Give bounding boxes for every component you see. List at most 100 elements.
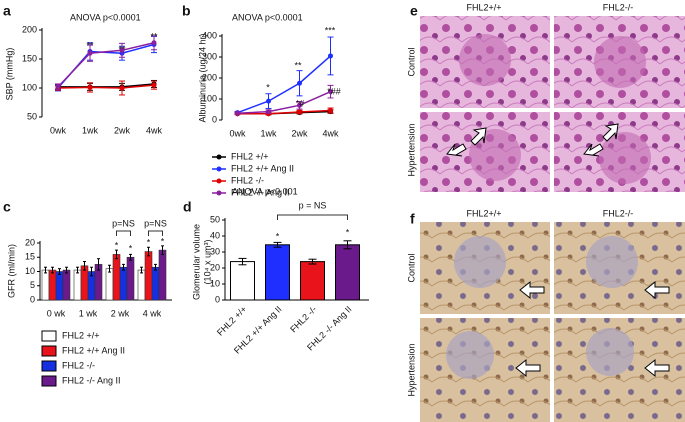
y-tick-label: 0 <box>215 294 220 304</box>
point <box>55 84 61 90</box>
point <box>87 50 93 56</box>
legend-label: FHL2 +/+ <box>62 330 100 340</box>
glomerulus <box>446 331 494 379</box>
legend-label: FHL2 +/+ Ang II <box>62 345 125 355</box>
y-tick-label: 0 <box>30 294 35 304</box>
x-tick-label: 0 wk <box>47 308 66 318</box>
point <box>328 89 333 95</box>
annotation: * <box>346 227 350 237</box>
chart-title: ANOVA p<0.0001 <box>70 12 141 22</box>
annotation: ** <box>118 44 126 54</box>
bar <box>105 268 114 301</box>
point <box>151 40 157 46</box>
panel-letter: c <box>3 199 11 215</box>
bar <box>55 271 64 301</box>
legend-swatch <box>41 375 57 387</box>
glomerulus <box>599 132 651 184</box>
bar <box>73 269 82 301</box>
point <box>235 110 240 116</box>
arrow <box>446 143 467 157</box>
x-tick-label: 1wk <box>260 128 277 138</box>
panel-f: f FHL2+/+ FHL2-/- Control Hypertension <box>406 208 685 422</box>
glomerulus <box>469 129 521 181</box>
arrow <box>470 127 487 146</box>
bar <box>158 249 167 301</box>
series-line <box>237 90 331 115</box>
bracket <box>277 214 348 220</box>
x-tick-label: 2wk <box>114 125 131 135</box>
legend-label: FHL2 -/- Ang II <box>62 375 121 385</box>
y-axis-label: Glomerular volume <box>191 224 201 300</box>
annotation: p=NS <box>144 218 167 228</box>
y-tick-label: 20 <box>25 237 35 247</box>
series-line <box>237 109 331 115</box>
y-tick-label: 50 <box>210 214 220 224</box>
y-tick-label: 300 <box>202 51 217 61</box>
point <box>266 98 271 104</box>
row-label: Hypertension <box>406 123 416 176</box>
legend-label: FHL2 +/+ <box>231 151 269 161</box>
point <box>119 85 125 91</box>
y-tick-label: 20 <box>210 262 220 272</box>
point <box>266 109 271 115</box>
chart-title: ANOVA p<0.0001 <box>232 12 303 22</box>
bar <box>41 269 50 301</box>
column-label: FHL2-/- <box>603 2 634 12</box>
annotation: * <box>276 231 280 241</box>
bar <box>300 261 325 301</box>
point <box>119 47 125 53</box>
point <box>328 53 333 59</box>
annotation: *## <box>327 86 341 96</box>
y-tick-label: 5 <box>30 280 35 290</box>
glomerulus <box>586 328 634 376</box>
bar <box>230 261 255 301</box>
bar <box>80 265 89 301</box>
column-label: FHL2+/+ <box>466 208 501 218</box>
y-tick-label: 200 <box>22 24 37 34</box>
x-tick-label: 2 wk <box>111 308 130 318</box>
x-tick-label: 4wk <box>146 125 163 135</box>
y-tick-label: 0 <box>212 114 217 124</box>
x-tick-label: 1wk <box>82 125 99 135</box>
y-tick-label: 40 <box>210 230 220 240</box>
legend-swatch <box>41 330 57 342</box>
legend-marker <box>216 154 222 160</box>
point <box>297 109 302 115</box>
x-tick-label: 1 wk <box>79 308 98 318</box>
y-tick-label: 100 <box>22 82 37 92</box>
bar <box>144 251 153 301</box>
bar <box>335 244 360 301</box>
y-tick-label: 15 <box>25 252 35 262</box>
annotation: ** <box>294 60 302 70</box>
annotation: * <box>161 236 165 246</box>
row-label: Control <box>406 47 416 76</box>
point <box>87 84 93 90</box>
legend-marker <box>216 166 222 172</box>
panel-letter: a <box>3 3 11 19</box>
point <box>328 108 333 114</box>
x-tick-label: FHL2 -/- <box>288 304 318 334</box>
legend-label: FHL2 +/+ Ang II <box>231 163 294 173</box>
legend-marker <box>216 190 222 196</box>
panel-e: e FHL2+/+ FHL2-/- Control Hypertension <box>406 2 685 192</box>
annotation: *** <box>325 25 336 35</box>
x-tick-label: 4wk <box>322 128 339 138</box>
annotation: *# <box>296 98 305 108</box>
annotation: * <box>266 82 270 92</box>
annotation: ** <box>86 40 94 50</box>
bar <box>151 266 160 301</box>
y-axis-label: SBP (mmHg) <box>4 48 14 101</box>
series-line <box>237 55 331 114</box>
bracket <box>116 230 131 236</box>
x-tick-label: 0wk <box>229 128 246 138</box>
y-tick-label: 50 <box>27 111 37 121</box>
chart-title: ANOVA p<0.001 <box>232 186 298 196</box>
y-tick-label: 400 <box>202 30 217 40</box>
row-label: Hypertension <box>406 343 416 396</box>
bar <box>126 256 135 301</box>
arrow <box>644 358 670 378</box>
annotation: * <box>147 237 151 247</box>
annotation: ** <box>150 31 158 41</box>
glomerulus <box>594 36 646 88</box>
